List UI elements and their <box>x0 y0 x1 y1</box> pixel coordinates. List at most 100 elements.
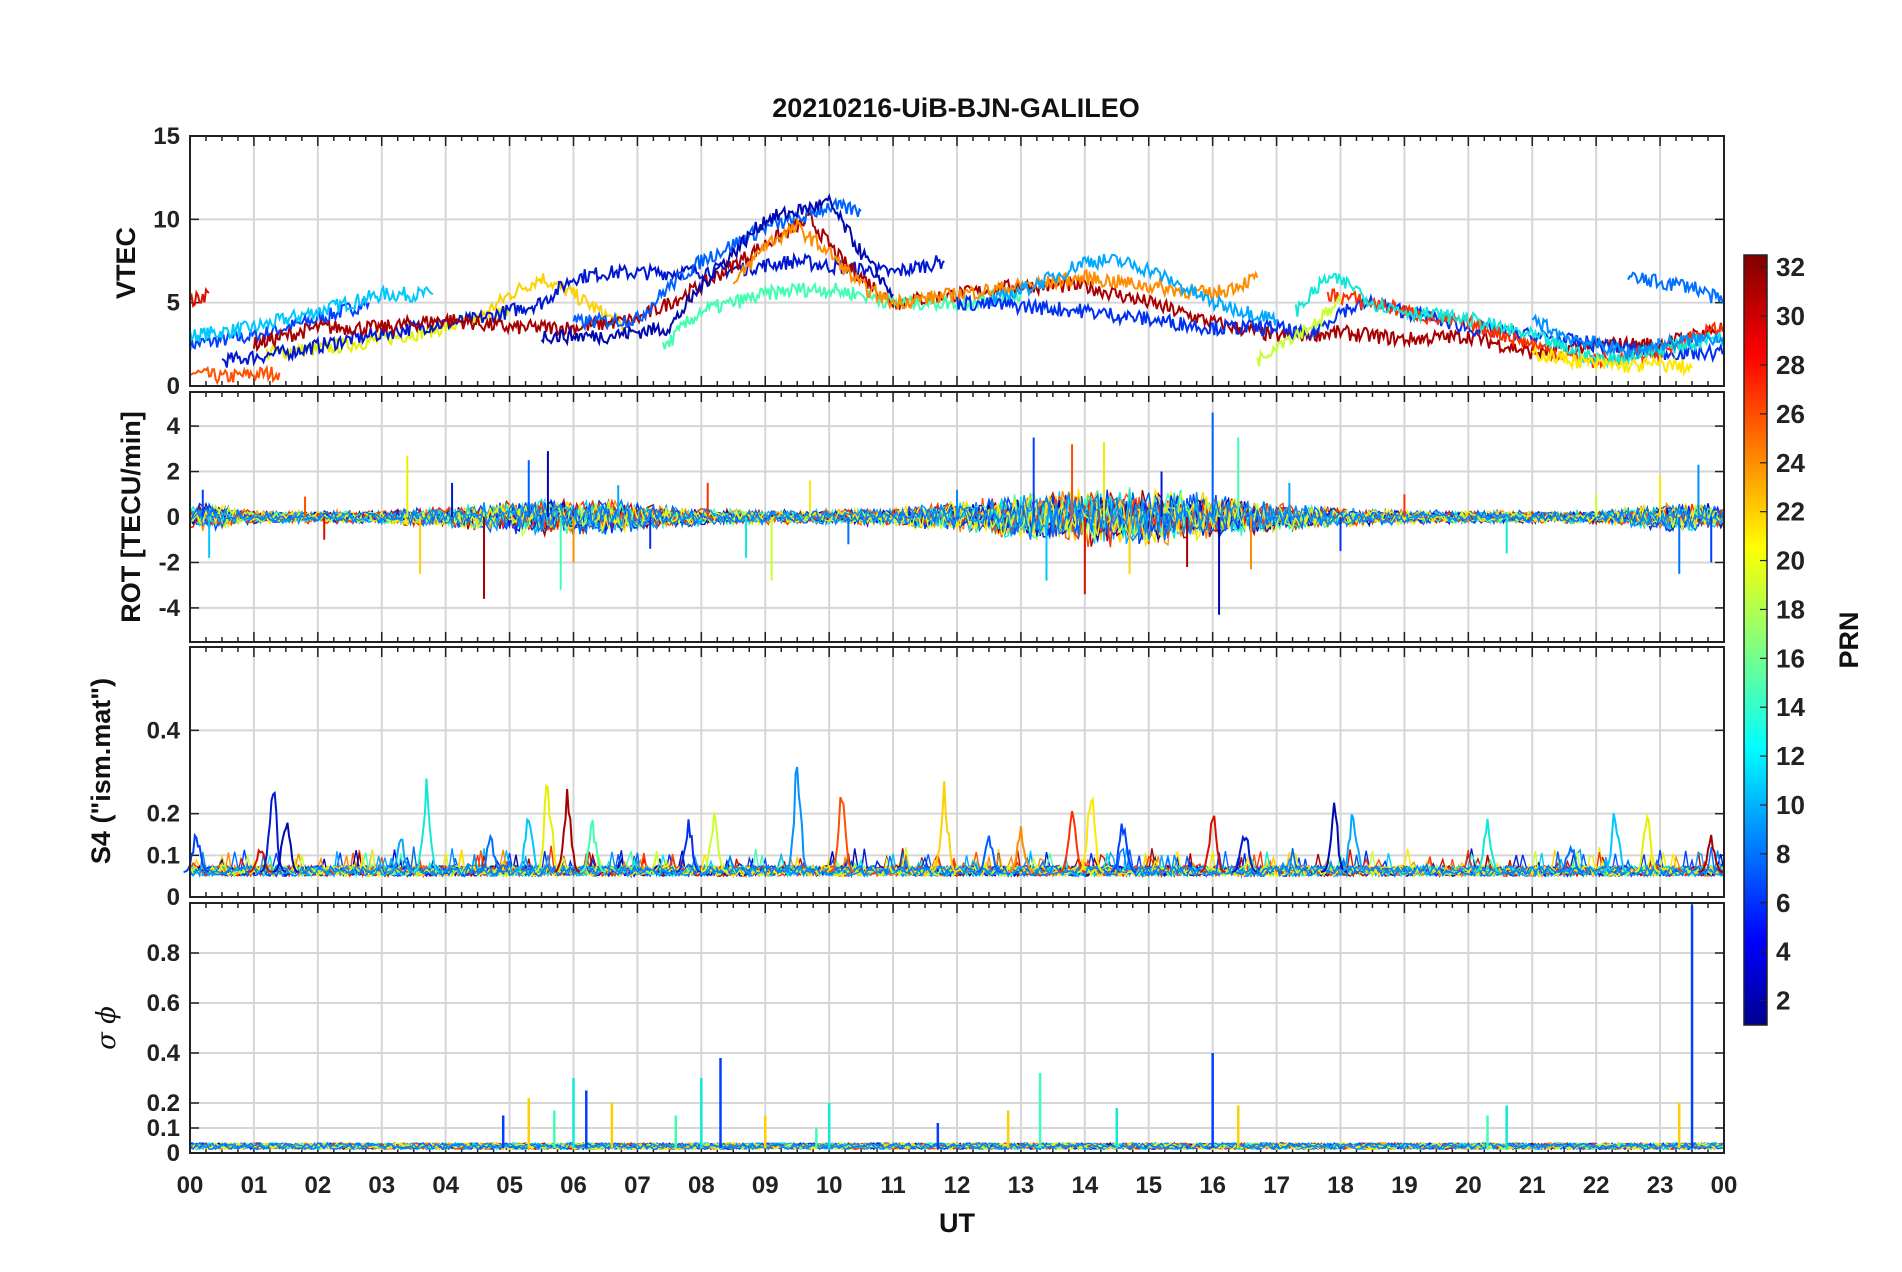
colorbar-tick-labels: 32 30 28 26 24 22 20 18 16 14 12 10 8 6 4 2 <box>1760 252 1805 1016</box>
x-tick-label: 23 <box>1647 1172 1674 1199</box>
x-tick-label: 05 <box>496 1172 523 1199</box>
y-tick-label: -4 <box>159 595 181 622</box>
x-tick-label: 14 <box>1071 1172 1098 1199</box>
x-tick-label: 04 <box>432 1172 459 1199</box>
sigma-grid <box>190 903 1724 1153</box>
x-tick-label: 01 <box>241 1172 268 1199</box>
vtec-grid <box>190 136 1724 386</box>
s4-peak <box>1321 802 1348 873</box>
vtec-series-prn-11 <box>988 253 1278 326</box>
x-tick-label: 19 <box>1391 1172 1418 1199</box>
vtec-series-prn-21 <box>1531 343 1693 377</box>
sigma-axes-box <box>189 902 1725 1154</box>
s4-peak <box>477 833 504 873</box>
y-tick-label: 15 <box>153 123 180 150</box>
x-tick-label: 00 <box>1711 1172 1738 1199</box>
s4-peak <box>579 819 606 873</box>
colorbar-tick-label: 10 <box>1776 790 1805 820</box>
s4-y-tick-labels: 0.4 0.2 0.1 0 <box>147 717 181 911</box>
colorbar-tick-label: 4 <box>1776 937 1791 967</box>
vtec-ylabel: VTEC <box>111 227 141 299</box>
y-tick-label: 0.2 <box>147 1090 180 1117</box>
vtec-series-prn-16 <box>662 281 1022 350</box>
y-tick-label: 2 <box>167 459 180 486</box>
s4-peak <box>1474 818 1501 873</box>
y-tick-label: 0 <box>167 373 180 400</box>
vtec-series-prn-14 <box>1294 272 1725 369</box>
x-tick-label: 08 <box>688 1172 715 1199</box>
s4-peak <box>1557 844 1584 873</box>
s4-peak <box>1110 823 1137 873</box>
vtec-series-prn-8 <box>1627 271 1725 304</box>
y-tick-label: 0.1 <box>147 842 180 869</box>
s4-peak <box>701 812 728 873</box>
vtec-series-prn-26 <box>189 364 281 386</box>
y-tick-label: 0.1 <box>147 1115 180 1142</box>
s4-peak <box>1340 814 1367 873</box>
y-tick-label: -2 <box>159 549 180 576</box>
s4-peak <box>675 819 702 873</box>
s4-series <box>189 846 1725 879</box>
panel-s4: 0.4 0.2 0.1 0 S4 ("ism.mat") <box>86 646 1725 911</box>
x-tick-label: 17 <box>1263 1172 1290 1199</box>
x-tick-label: 15 <box>1135 1172 1162 1199</box>
s4-peak <box>1059 810 1086 873</box>
x-tick-label: 12 <box>944 1172 971 1199</box>
s4-peak <box>1199 815 1226 873</box>
s4-peak <box>1231 834 1258 873</box>
s4-peak <box>783 766 811 873</box>
sigma-series <box>189 1141 1725 1151</box>
y-tick-label: 0.4 <box>147 717 181 744</box>
colorbar-tick-label: 30 <box>1776 301 1805 331</box>
panel-vtec: 15 10 5 0 VTEC <box>111 123 1725 400</box>
vtec-axes-box <box>189 135 1725 387</box>
x-tick-label: 20 <box>1455 1172 1482 1199</box>
colorbar-tick-label: 20 <box>1776 546 1805 576</box>
x-tick-label: 11 <box>880 1172 905 1199</box>
sigma-series-lines <box>189 905 1725 1151</box>
s4-ylabel: S4 ("ism.mat") <box>86 678 116 864</box>
sigma-y-tick-labels: 0.8 0.6 0.4 0.20.10 <box>147 940 181 1167</box>
y-tick-label: 0 <box>167 504 180 531</box>
sigma-ylabel: σ ϕ <box>92 1006 122 1050</box>
vtec-series-prn-22 <box>477 273 626 334</box>
colorbar-tick-label: 16 <box>1776 643 1805 673</box>
s4-peak <box>554 788 581 873</box>
vtec-series-prn-3 <box>540 193 894 347</box>
s4-peak <box>931 781 958 873</box>
x-tick-label: 02 <box>304 1172 331 1199</box>
s4-peak <box>515 817 542 873</box>
x-tick-label: 21 <box>1519 1172 1546 1199</box>
colorbar-tick-label: 6 <box>1776 888 1790 918</box>
rot-ylabel: ROT [TECU/min] <box>116 411 146 622</box>
colorbar: 32 30 28 26 24 22 20 18 16 14 12 10 8 6 4 2 PRN <box>1743 252 1864 1026</box>
y-tick-label: 5 <box>167 290 180 317</box>
vtec-series-prn-27 <box>1326 288 1725 369</box>
colorbar-gradient <box>1743 254 1768 1026</box>
s4-peak <box>1078 796 1105 873</box>
x-axis-label: UT <box>939 1208 975 1238</box>
rot-y-tick-labels: 4 2 0 -2 -4 <box>159 413 181 622</box>
vtec-series-prn-10 <box>1531 313 1725 360</box>
s4-peak <box>976 835 1002 873</box>
s4-series-lines <box>183 766 1725 879</box>
colorbar-tick-label: 2 <box>1776 986 1790 1016</box>
x-tick-label: 13 <box>1008 1172 1035 1199</box>
s4-peak <box>1007 826 1034 873</box>
vtec-series-prn-4 <box>221 251 945 368</box>
s4-series <box>189 845 1725 879</box>
x-tick-label: 16 <box>1199 1172 1226 1199</box>
vtec-series-prn-7 <box>572 197 862 332</box>
s4-peak <box>247 848 274 873</box>
colorbar-tick-label: 28 <box>1776 350 1805 380</box>
s4-series <box>189 848 1725 879</box>
x-tick-labels: 00 01 02 03 04 05 06 07 08 09 10 11 12 13 14 15 16 17 18 19… <box>177 1172 1738 1199</box>
colorbar-tick-label: 14 <box>1776 692 1805 722</box>
y-tick-label: 10 <box>153 206 180 233</box>
vtec-series-prn-12 <box>189 284 434 343</box>
vtec-series-prn-5 <box>189 297 370 352</box>
colorbar-tick-label: 22 <box>1776 497 1805 527</box>
panel-sigma-phi: 0.8 0.6 0.4 0.20.10 σ ϕ <box>92 902 1725 1167</box>
s4-peak <box>1602 813 1629 873</box>
